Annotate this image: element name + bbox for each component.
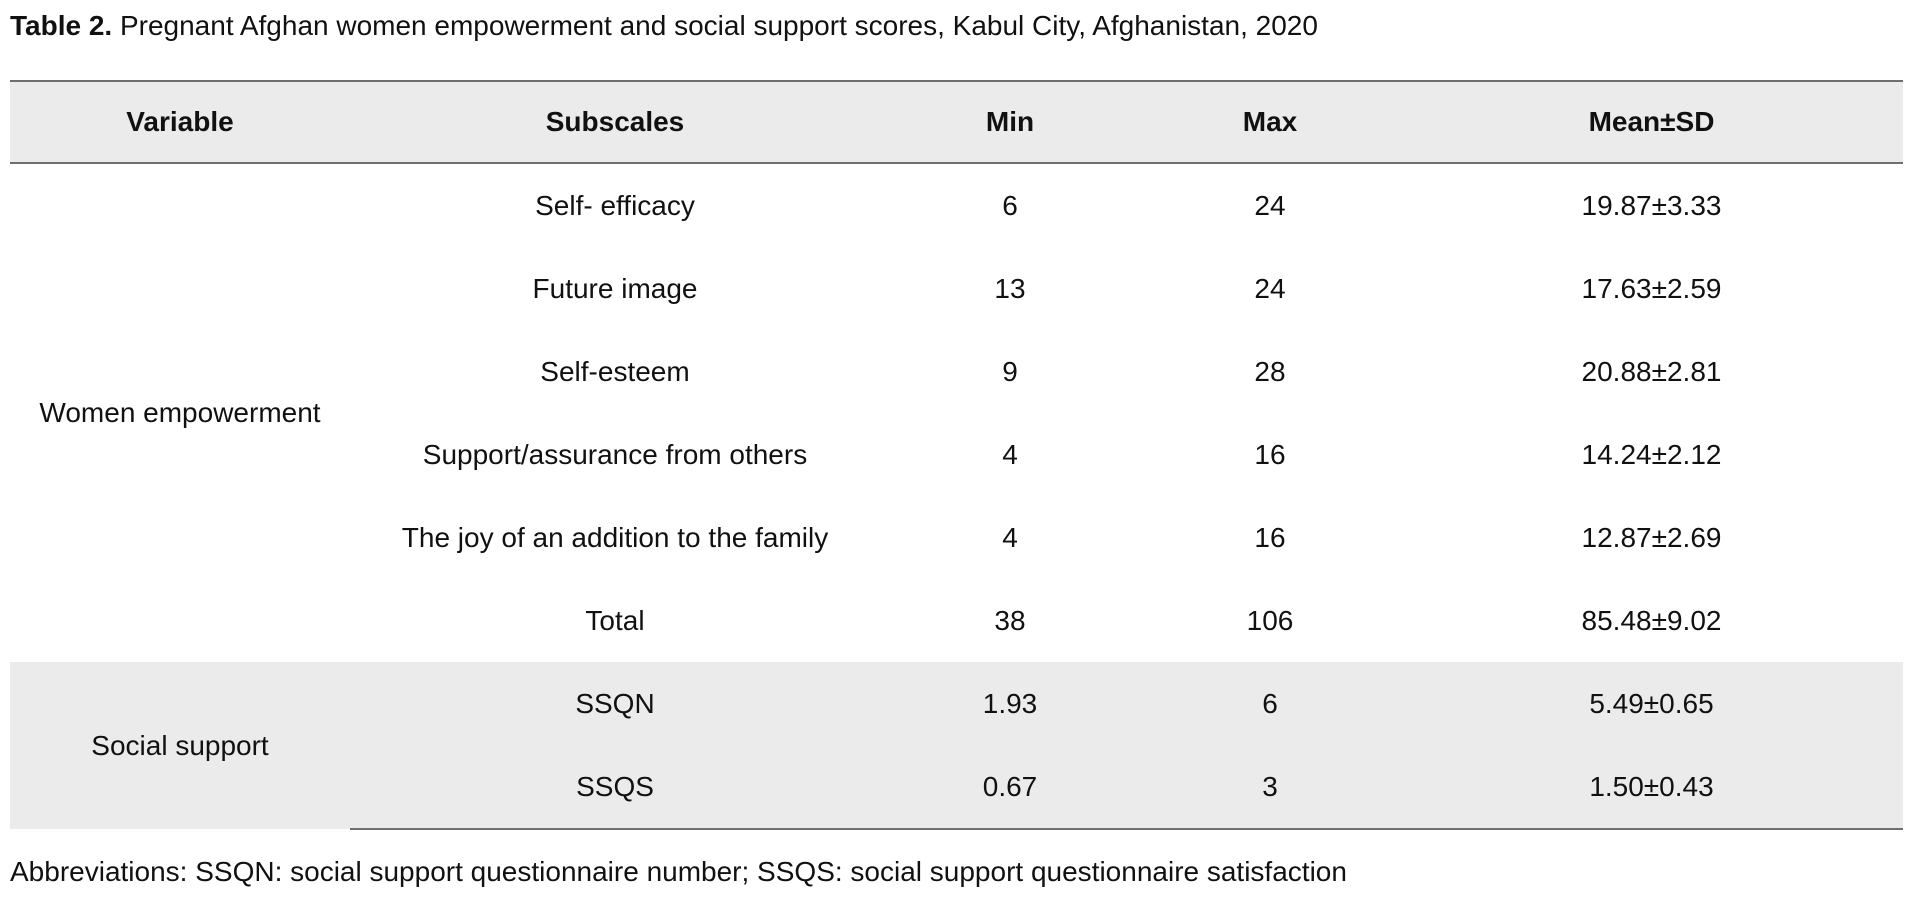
subscale-cell: Total — [585, 604, 645, 636]
subscale-cell: Self- efficacy — [535, 189, 695, 221]
min-cell: 38 — [994, 604, 1026, 636]
header-row: Variable Subscales Min Max Mean±SD — [10, 81, 1903, 163]
table-row: Total 38 106 85.48±9.02 — [10, 579, 1903, 662]
header-variable: Variable — [126, 106, 234, 137]
table-row: Self-esteem 9 28 20.88±2.81 — [10, 330, 1903, 413]
subscale-cell: The joy of an addition to the family — [401, 521, 829, 553]
group-variable-cell: Women empowerment — [39, 397, 321, 428]
data-table: Variable Subscales Min Max Mean±SD Women… — [10, 80, 1903, 830]
min-cell: 1.93 — [982, 687, 1038, 719]
table-row: Social support SSQN 1.93 6 5.49±0.65 — [10, 662, 1903, 761]
group-women-empowerment: Women empowerment Self- efficacy 6 24 19… — [10, 163, 1903, 662]
header-max: Max — [1242, 106, 1298, 137]
header-min: Min — [985, 106, 1035, 137]
min-cell: 0.67 — [880, 745, 1140, 830]
subscale-cell: SSQS — [350, 745, 880, 830]
max-cell: 106 — [1246, 604, 1294, 636]
table-caption: Table 2. Pregnant Afghan women empowerme… — [10, 6, 1318, 46]
min-cell: 13 — [994, 272, 1026, 304]
mean-sd-cell: 1.50±0.43 — [1400, 745, 1903, 830]
max-cell: 6 — [1262, 687, 1278, 719]
data-table-container: Variable Subscales Min Max Mean±SD Women… — [10, 80, 1903, 830]
mean-sd-cell: 17.63±2.59 — [1581, 272, 1722, 304]
min-cell: 9 — [1002, 355, 1018, 387]
mean-sd-cell: 14.24±2.12 — [1581, 438, 1722, 470]
max-cell: 3 — [1140, 745, 1400, 830]
min-cell: 6 — [1002, 189, 1018, 221]
min-cell: 4 — [1002, 521, 1018, 553]
max-cell: 24 — [1254, 189, 1286, 221]
mean-sd-cell: 12.87±2.69 — [1581, 521, 1722, 553]
max-cell: 28 — [1254, 355, 1286, 387]
max-cell: 16 — [1254, 521, 1286, 553]
table-header: Variable Subscales Min Max Mean±SD — [10, 81, 1903, 163]
mean-sd-cell: 20.88±2.81 — [1581, 355, 1722, 387]
group-variable-cell: Social support — [91, 729, 269, 761]
group-social-support: Social support SSQN 1.93 6 5.49±0.65 SSQ… — [10, 662, 1903, 830]
table-row: Future image 13 24 17.63±2.59 — [10, 247, 1903, 330]
max-cell: 16 — [1254, 438, 1286, 470]
mean-sd-cell: 5.49±0.65 — [1589, 687, 1714, 719]
table-footnote: Abbreviations: SSQN: social support ques… — [10, 856, 1347, 887]
header-subscales: Subscales — [545, 106, 685, 137]
subscale-cell: Support/assurance from others — [422, 438, 808, 470]
header-mean-sd: Mean±SD — [1588, 106, 1715, 137]
caption-text: Pregnant Afghan women empowerment and so… — [119, 10, 1318, 41]
subscale-cell: SSQN — [575, 687, 655, 719]
mean-sd-cell: 85.48±9.02 — [1581, 604, 1722, 636]
max-cell: 24 — [1254, 272, 1286, 304]
table-row: Women empowerment Self- efficacy 6 24 19… — [10, 163, 1903, 429]
subscale-cell: Future image — [532, 272, 698, 304]
table-row: The joy of an addition to the family 4 1… — [10, 496, 1903, 579]
min-cell: 4 — [1002, 438, 1018, 470]
subscale-cell: Self-esteem — [540, 355, 690, 387]
caption-label: Table 2. — [10, 10, 113, 41]
mean-sd-cell: 19.87±3.33 — [1581, 189, 1722, 221]
table-row: Support/assurance from others 4 16 14.24… — [10, 413, 1903, 496]
